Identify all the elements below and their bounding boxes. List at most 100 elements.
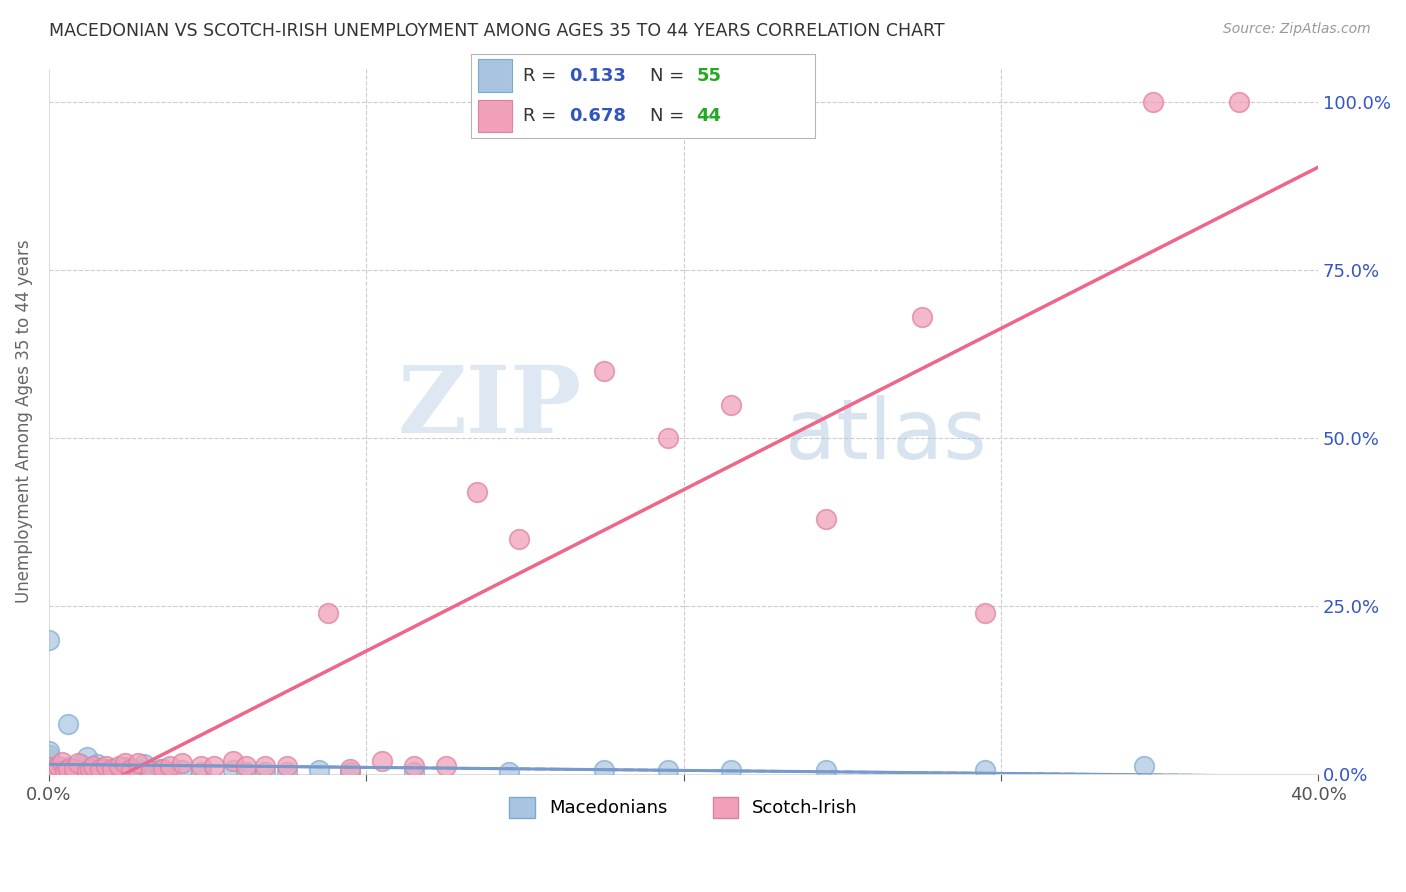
Point <box>222 763 245 777</box>
Point <box>142 765 165 780</box>
Point <box>56 762 79 776</box>
Point <box>159 765 181 780</box>
Point <box>38 763 60 777</box>
Point <box>276 765 298 780</box>
Point <box>38 757 60 772</box>
Point <box>508 532 530 546</box>
Point <box>63 762 86 776</box>
Point <box>720 763 742 777</box>
Point <box>38 765 60 780</box>
Point <box>434 759 457 773</box>
Bar <box>478 60 512 92</box>
Point <box>101 762 124 776</box>
Point <box>53 763 76 777</box>
Point <box>139 764 162 779</box>
Text: atlas: atlas <box>785 395 987 476</box>
Text: R =: R = <box>523 67 561 85</box>
Point <box>815 763 838 777</box>
Point <box>38 632 60 647</box>
Point <box>127 756 149 771</box>
Point <box>222 754 245 768</box>
Point <box>38 764 60 778</box>
Point <box>974 606 997 620</box>
Point <box>44 764 66 778</box>
Point <box>107 759 129 773</box>
Text: Source: ZipAtlas.com: Source: ZipAtlas.com <box>1223 22 1371 37</box>
Point <box>38 759 60 773</box>
Text: MACEDONIAN VS SCOTCH-IRISH UNEMPLOYMENT AMONG AGES 35 TO 44 YEARS CORRELATION CH: MACEDONIAN VS SCOTCH-IRISH UNEMPLOYMENT … <box>49 22 945 40</box>
Point <box>114 756 136 771</box>
Point <box>1227 95 1250 109</box>
Point <box>114 760 136 774</box>
Point <box>69 757 91 772</box>
Point <box>66 765 89 780</box>
Point <box>465 484 488 499</box>
Point <box>82 759 104 773</box>
Point <box>316 606 339 620</box>
Point <box>38 762 60 776</box>
Point <box>121 762 143 776</box>
Point <box>202 759 225 773</box>
Point <box>38 764 60 779</box>
Text: N =: N = <box>650 67 690 85</box>
Point <box>1142 95 1164 109</box>
Text: R =: R = <box>523 107 561 125</box>
Point <box>402 759 425 773</box>
Point <box>172 763 194 777</box>
Point <box>38 767 60 781</box>
Point <box>38 767 60 781</box>
Point <box>89 762 111 776</box>
Point <box>38 765 60 780</box>
Point <box>172 756 194 771</box>
Point <box>48 759 70 773</box>
Text: 44: 44 <box>696 107 721 125</box>
Point <box>910 310 932 325</box>
Point <box>276 759 298 773</box>
Point <box>38 743 60 757</box>
Point <box>253 759 276 773</box>
Point <box>657 431 679 445</box>
Point <box>38 767 60 781</box>
Point <box>79 762 101 776</box>
Point <box>38 752 60 766</box>
Point <box>53 764 76 778</box>
Text: N =: N = <box>650 107 690 125</box>
Point <box>308 763 330 777</box>
Point <box>69 763 91 777</box>
Point <box>107 765 129 780</box>
Point <box>974 763 997 777</box>
Point <box>1132 759 1154 773</box>
Point <box>190 765 212 780</box>
Point <box>56 716 79 731</box>
Point <box>51 755 73 769</box>
Point <box>149 762 172 776</box>
Point <box>51 765 73 780</box>
Text: 55: 55 <box>696 67 721 85</box>
Point <box>657 763 679 777</box>
Point <box>402 765 425 780</box>
Point <box>127 762 149 776</box>
Point <box>66 756 89 771</box>
Text: 0.678: 0.678 <box>569 107 626 125</box>
Legend: Macedonians, Scotch-Irish: Macedonians, Scotch-Irish <box>502 789 865 825</box>
Point <box>815 512 838 526</box>
Point <box>190 759 212 773</box>
Text: ZIP: ZIP <box>398 362 582 452</box>
Point <box>371 754 394 768</box>
Point <box>159 759 181 773</box>
Point <box>38 760 60 774</box>
Point <box>38 767 60 781</box>
Point <box>720 398 742 412</box>
Point <box>38 755 60 769</box>
Point <box>38 760 60 774</box>
Point <box>134 757 156 772</box>
Text: 0.133: 0.133 <box>569 67 626 85</box>
Point <box>38 767 60 781</box>
Point <box>76 750 98 764</box>
Y-axis label: Unemployment Among Ages 35 to 44 years: Unemployment Among Ages 35 to 44 years <box>15 240 32 603</box>
Point <box>593 763 616 777</box>
Point <box>94 762 117 776</box>
Point <box>76 764 98 779</box>
Point <box>152 762 174 776</box>
Point <box>498 765 520 780</box>
